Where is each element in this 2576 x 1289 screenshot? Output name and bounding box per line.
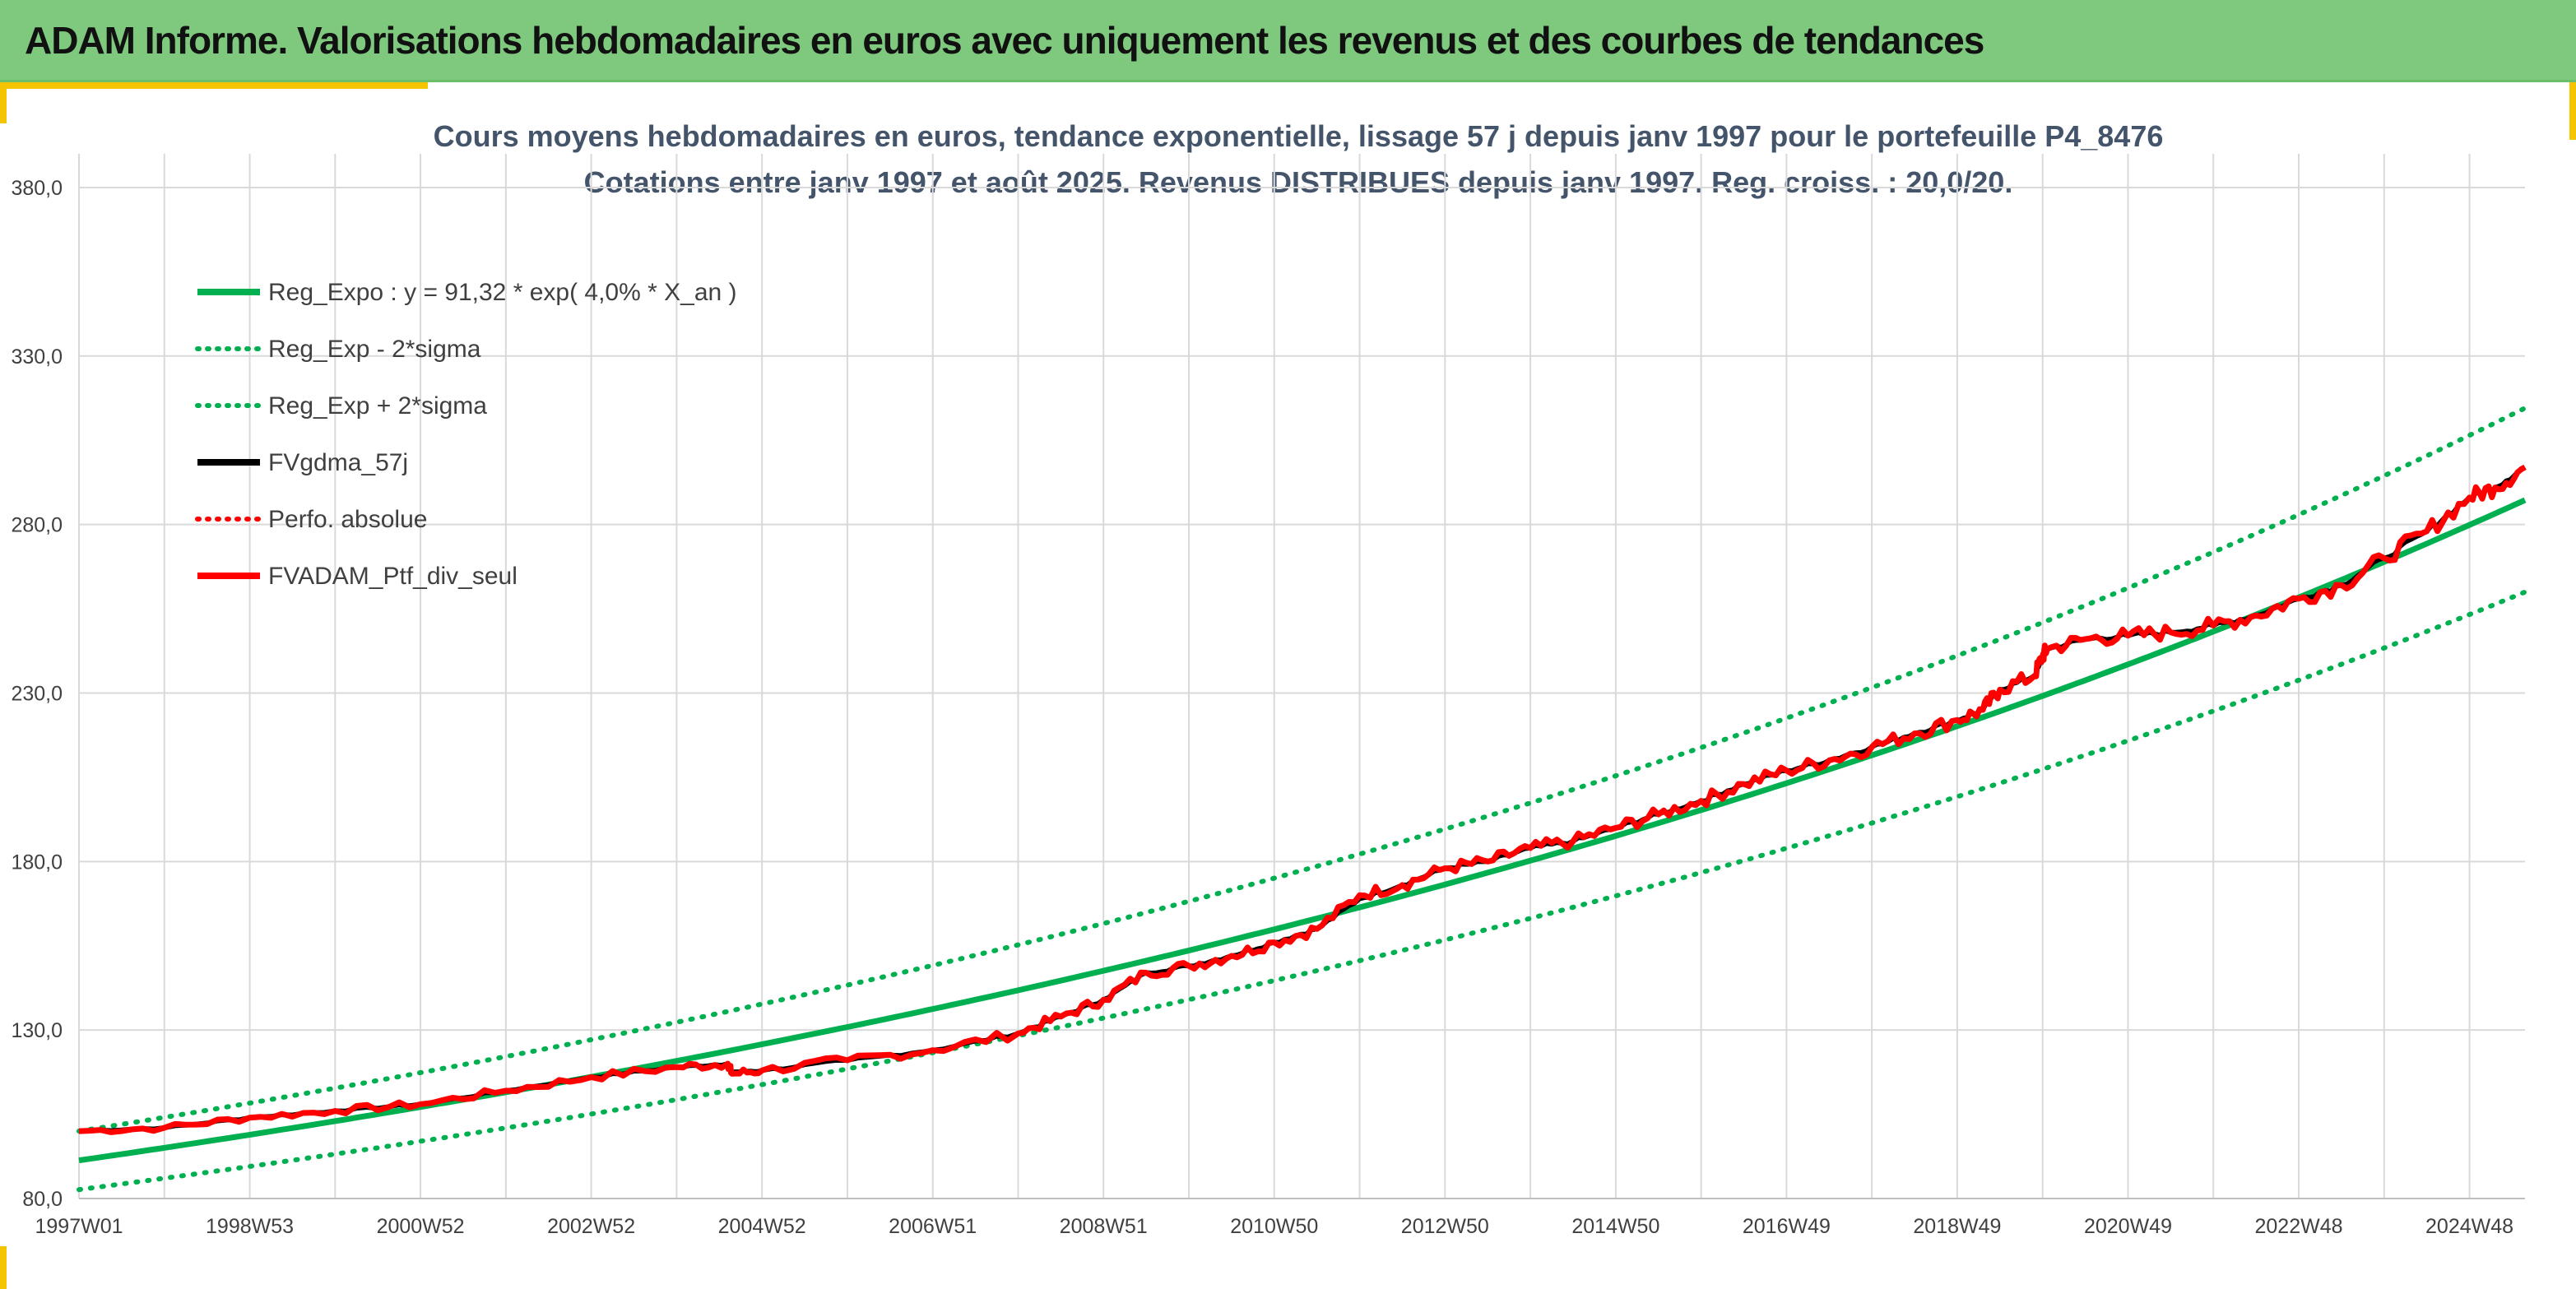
x-tick-label: 2016W49 [1743,1215,1831,1238]
y-axis-ticks: 80,0 130,0 180,0 230,0 280,0 330,0 380,0 [11,177,63,1211]
grid [78,154,2525,1199]
accent-bar-left-side [0,82,7,123]
chart-title-line-2: Cotations entre janv 1997 et août 2025. … [584,165,2013,199]
legend: Reg_Expo : y = 91,32 * exp( 4,0% * X_an … [195,279,737,590]
x-tick-label: 2022W48 [2254,1215,2342,1238]
x-tick-label: 2014W50 [1571,1215,1659,1238]
y-tick-label: 330,0 [11,345,63,369]
x-tick-label: 2018W49 [1913,1215,2001,1238]
banner-title: ADAM Informe. Valorisations hebdomadaire… [25,18,1984,62]
x-tick-label: 2002W52 [547,1215,635,1238]
x-tick-label: 2006W51 [889,1215,977,1238]
accent-bar-bottom-left [0,1246,7,1289]
legend-label: Perfo. absolue [268,506,427,533]
legend-label: Reg_Expo : y = 91,32 * exp( 4,0% * X_an … [268,279,737,306]
accent-bar-right [2569,82,2576,140]
y-tick-label: 80,0 [22,1188,63,1211]
x-tick-label: 2020W49 [2084,1215,2172,1238]
x-tick-label: 1997W01 [35,1215,123,1238]
x-tick-label: 2012W50 [1401,1215,1489,1238]
y-tick-label: 230,0 [11,682,63,705]
x-tick-label: 2010W50 [1230,1215,1318,1238]
x-tick-label: 2008W51 [1060,1215,1148,1238]
chart-title-line-1: Cours moyens hebdomadaires en euros, ten… [434,119,2164,153]
accent-bar-left-top [0,82,428,89]
x-tick-label: 2024W48 [2425,1215,2513,1238]
series-reg-minus-2sigma [77,589,2527,1193]
header-banner: ADAM Informe. Valorisations hebdomadaire… [0,0,2576,82]
chart: Cours moyens hebdomadaires en euros, ten… [11,119,2527,1238]
series-reg-expo [78,497,2527,1164]
plot-area [77,406,2527,1193]
y-tick-label: 130,0 [11,1019,63,1042]
x-tick-label: 2000W52 [377,1215,465,1238]
legend-label: Reg_Exp - 2*sigma [268,336,481,363]
legend-label: FVADAM_Ptf_div_seul [268,563,518,590]
x-tick-label: 1998W53 [206,1215,294,1238]
x-axis-ticks: 1997W01 1998W53 2000W52 2002W52 2004W52 2006W… [35,1215,2513,1238]
y-tick-label: 280,0 [11,514,63,537]
legend-label: FVgdma_57j [268,449,408,476]
x-tick-label: 2004W52 [718,1215,806,1238]
y-tick-label: 380,0 [11,177,63,200]
series-reg-plus-2sigma [77,406,2527,1134]
series-fvadam-ptf-div-seul [78,464,2527,1135]
legend-label: Reg_Exp + 2*sigma [268,392,487,420]
y-tick-label: 180,0 [11,851,63,874]
